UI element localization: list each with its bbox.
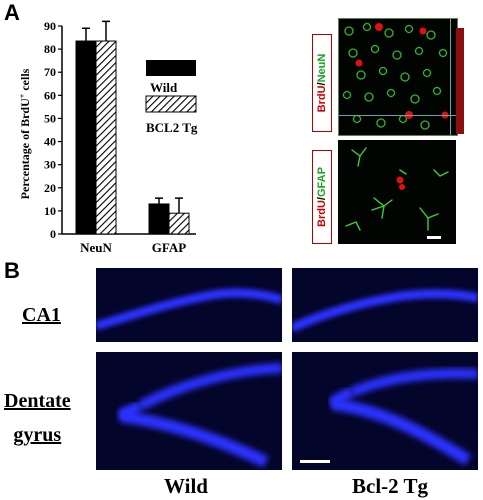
- dentate-wild-image: [96, 352, 282, 470]
- legend-swatch-wild: [146, 60, 196, 76]
- column-label-bcl2-tg: Bcl-2 Tg: [352, 474, 429, 498]
- y-tick-label: 20: [44, 181, 56, 195]
- gfap-label-sep: /: [316, 197, 328, 201]
- y-tick-label: 90: [44, 19, 56, 33]
- x-tick-label-gfap: GFAP: [152, 240, 186, 255]
- x-tick-label-neun: NeuN: [80, 240, 112, 255]
- gfap-label-green: GFAP: [316, 167, 328, 197]
- gfap-astrocytes: [345, 147, 449, 231]
- error-bar-gfap-tg: [175, 197, 183, 214]
- y-axis-label: Percentage of BrdU+ cells: [18, 68, 33, 199]
- row-label-gyrus: gyrus: [13, 424, 62, 446]
- gfap-label-red: BrdU: [316, 200, 328, 227]
- error-bar-neun-tg: [102, 20, 110, 42]
- y-tick-label: 40: [44, 135, 56, 149]
- y-axis-label-prefix: Percentage of BrdU: [18, 98, 32, 199]
- dentate-bcl2-image: [292, 352, 478, 470]
- y-tick-label: 10: [44, 204, 56, 218]
- y-tick-label: 0: [50, 227, 56, 241]
- legend: Wild BCL2 Tg: [145, 60, 198, 135]
- y-tick-label: 70: [44, 65, 56, 79]
- error-bar-neun-wild: [82, 27, 90, 42]
- y-tick-label: 60: [44, 88, 56, 102]
- y-tick-label: 80: [44, 42, 56, 56]
- panel-b-letter: B: [4, 258, 20, 283]
- neun-orthogonal-view: [456, 28, 464, 134]
- brdu-bar-chart: Percentage of BrdU+ cells 0 10 20 30 40 50 60 7…: [18, 19, 198, 255]
- y-tick-label: 50: [44, 111, 56, 125]
- gfap-scale-bar: [427, 236, 441, 239]
- dentate-scale-bar: [300, 460, 330, 463]
- column-label-wild: Wild: [164, 474, 208, 498]
- legend-label-wild: Wild: [150, 80, 178, 95]
- neun-label-green: NeuN: [316, 53, 328, 83]
- y-axis-label-suffix: cells: [18, 68, 32, 93]
- gfap-micrograph: [338, 140, 456, 244]
- neun-label-red: BrdU: [316, 85, 328, 113]
- ca1-bcl2-image: [292, 268, 478, 342]
- y-axis-ticks: 0 10 20 30 40 50 60 70 80 90: [44, 19, 62, 241]
- panel-a-letter: A: [4, 0, 20, 25]
- ca1-wild-image: [96, 268, 282, 342]
- y-tick-label: 30: [44, 158, 56, 172]
- neun-cells: [342, 22, 449, 130]
- neun-stain-label: BrdU/NeuN: [312, 34, 332, 132]
- row-label-dentate: Dentate: [4, 390, 71, 412]
- y-axis-label-sup: +: [18, 93, 27, 98]
- gfap-stain-label: BrdU/GFAP: [312, 150, 332, 244]
- bar-neun-tg: [95, 40, 117, 235]
- error-bar-gfap-wild: [155, 197, 163, 204]
- bar-gfap-wild: [148, 203, 170, 235]
- neun-label-sep: /: [316, 82, 328, 86]
- bar-gfap-tg: [168, 212, 190, 235]
- row-label-ca1: CA1: [22, 304, 61, 326]
- row-label-dentate-gyrus: Dentate gyrus: [4, 384, 71, 452]
- legend-label-tg: BCL2 Tg: [146, 120, 198, 135]
- bar-group: [75, 20, 190, 235]
- legend-swatch-tg: [145, 95, 197, 113]
- neun-micrograph: [338, 18, 458, 136]
- bar-neun-wild: [75, 40, 97, 235]
